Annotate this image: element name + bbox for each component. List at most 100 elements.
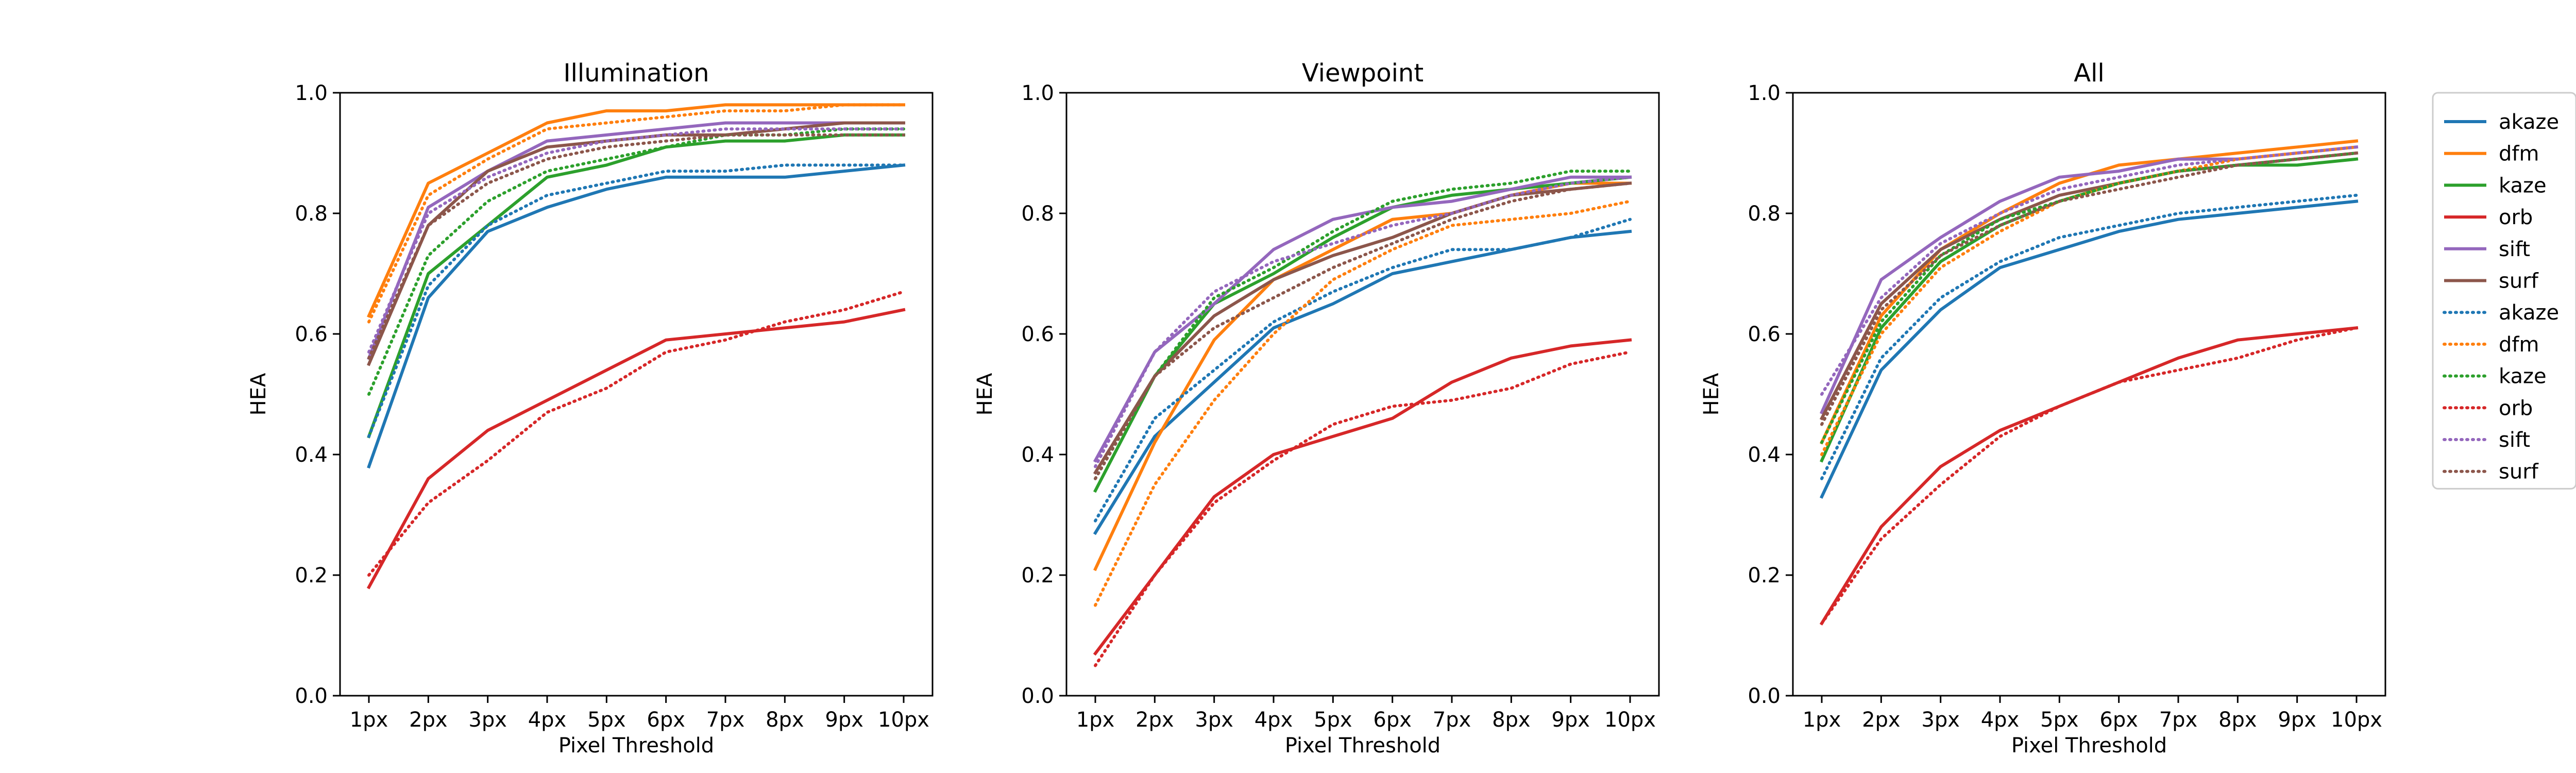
x-tick-label: 4px	[528, 708, 567, 732]
y-tick-label: 1.0	[295, 81, 328, 105]
x-tick-label: 4px	[1981, 708, 2020, 732]
x-tick-label: 1px	[1803, 708, 1841, 732]
series-line-sift-dotted	[1094, 175, 1632, 468]
x-tick-label: 7px	[706, 708, 745, 732]
y-tick-label: 0.4	[1021, 443, 1054, 467]
x-tick-label: 3px	[1921, 708, 1960, 732]
series-line-dfm-solid	[1820, 139, 2359, 445]
x-tick-label: 5px	[2040, 708, 2079, 732]
x-tick-label: 5px	[1314, 708, 1352, 732]
series-line-kaze-dotted	[1094, 170, 1632, 480]
series-line-sift-solid	[1093, 175, 1632, 463]
panel-title: Viewpoint	[1302, 59, 1423, 88]
x-tick-label: 3px	[1195, 708, 1233, 732]
y-tick-label: 0.8	[1021, 202, 1054, 226]
series-line-dfm-dotted	[1094, 199, 1632, 607]
x-tick-label: 10px	[2331, 708, 2382, 732]
y-tick-label: 0.0	[1021, 684, 1054, 708]
y-axis-label: HEA	[973, 373, 997, 415]
legend-label: surf	[2499, 460, 2539, 484]
legend-label: dfm	[2499, 142, 2539, 166]
panel-all: 1px 2px 3px 4px 5px 6px 7px 8px 9px 10px 0.0 0.2 0.4…	[1700, 59, 2386, 758]
x-tick-label: 9px	[2278, 708, 2316, 732]
panel-title: All	[2074, 59, 2105, 88]
x-tick-label: 6px	[1373, 708, 1412, 732]
series-line-surf-dotted	[1820, 152, 2358, 426]
x-axis-label: Pixel Threshold	[1285, 734, 1440, 758]
y-axis-label: HEA	[247, 373, 270, 415]
series-line-akaze-solid	[1093, 229, 1632, 535]
series-line-kaze-dotted	[367, 127, 905, 396]
series-line-akaze-dotted	[1820, 193, 2358, 480]
legend-label: sift	[2499, 238, 2530, 261]
series-line-surf-dotted	[367, 133, 905, 360]
y-tick-label: 0.4	[1748, 443, 1781, 467]
y-tick-label: 0.6	[295, 323, 328, 346]
y-tick-label: 0.8	[295, 202, 328, 226]
y-tick-label: 0.8	[1748, 202, 1781, 226]
axes-frame	[1792, 92, 2386, 697]
legend-frame	[2432, 92, 2576, 490]
series-line-dfm-solid	[367, 103, 905, 318]
y-tick-label: 0.0	[1748, 684, 1781, 708]
x-tick-label: 8px	[766, 708, 804, 732]
legend-label: akaze	[2499, 110, 2559, 134]
x-tick-label: 2px	[1862, 708, 1901, 732]
x-tick-label: 8px	[2218, 708, 2257, 732]
axes-frame	[1065, 92, 1660, 697]
x-tick-label: 5px	[587, 708, 626, 732]
legend-label: sift	[2499, 428, 2530, 452]
series-line-surf-dotted	[1094, 181, 1632, 480]
legend-label: dfm	[2499, 333, 2539, 357]
legend-label: kaze	[2499, 365, 2547, 389]
y-tick-label: 1.0	[1748, 81, 1781, 105]
x-tick-label: 1px	[350, 708, 388, 732]
x-tick-label: 2px	[1136, 708, 1174, 732]
legend-label: akaze	[2499, 301, 2559, 325]
y-axis-label: HEA	[1700, 373, 1723, 415]
y-tick-label: 0.2	[1748, 564, 1781, 587]
x-tick-label: 10px	[878, 708, 929, 732]
x-tick-label: 7px	[2159, 708, 2198, 732]
y-tick-label: 0.4	[295, 443, 328, 467]
x-tick-label: 6px	[647, 708, 685, 732]
legend: akaze dfm kaze orb sift surf akaze dfm kaze orb si…	[2432, 92, 2576, 490]
series-line-orb-solid	[1093, 338, 1632, 656]
y-tick-label: 0.2	[295, 564, 328, 587]
legend-label: orb	[2499, 396, 2533, 420]
panel-illumination: 1px 2px 3px 4px 5px 6px 7px 8px 9px 10px 0.0 0.2 0.4…	[247, 59, 934, 758]
y-tick-label: 0.0	[295, 684, 328, 708]
series-line-sift-solid	[367, 121, 905, 360]
series-line-orb-dotted	[367, 290, 905, 577]
x-tick-label: 4px	[1255, 708, 1293, 732]
panel-viewpoint: 1px 2px 3px 4px 5px 6px 7px 8px 9px 10px 0.0 0.2 0.4…	[973, 59, 1660, 758]
legend-label: kaze	[2499, 174, 2547, 197]
x-tick-label: 3px	[468, 708, 507, 732]
y-tick-label: 0.6	[1021, 323, 1054, 346]
series-line-orb-dotted	[1094, 350, 1632, 667]
axes-frame	[339, 92, 934, 697]
series-line-dfm-dotted	[367, 103, 905, 324]
series-line-sift-dotted	[1820, 145, 2358, 396]
x-tick-label: 6px	[2099, 708, 2138, 732]
series-line-kaze-solid	[1093, 175, 1632, 493]
series-line-sift-dotted	[367, 127, 905, 354]
series-line-akaze-solid	[1820, 199, 2359, 499]
series-line-orb-solid	[1819, 326, 2359, 626]
x-tick-label: 8px	[1492, 708, 1531, 732]
x-tick-label: 1px	[1076, 708, 1115, 732]
x-tick-label: 9px	[825, 708, 863, 732]
series-line-kaze-solid	[367, 133, 905, 439]
y-tick-label: 1.0	[1021, 81, 1054, 105]
x-axis-label: Pixel Threshold	[558, 734, 714, 758]
x-tick-label: 10px	[1604, 708, 1656, 732]
series-line-orb-solid	[366, 308, 906, 590]
x-axis-label: Pixel Threshold	[2011, 734, 2167, 758]
x-tick-label: 2px	[409, 708, 448, 732]
legend-label: orb	[2499, 206, 2533, 229]
series-line-akaze-dotted	[367, 163, 905, 438]
series-line-akaze-solid	[367, 163, 906, 469]
series-line-akaze-dotted	[1094, 217, 1632, 523]
y-tick-label: 0.2	[1021, 564, 1054, 587]
